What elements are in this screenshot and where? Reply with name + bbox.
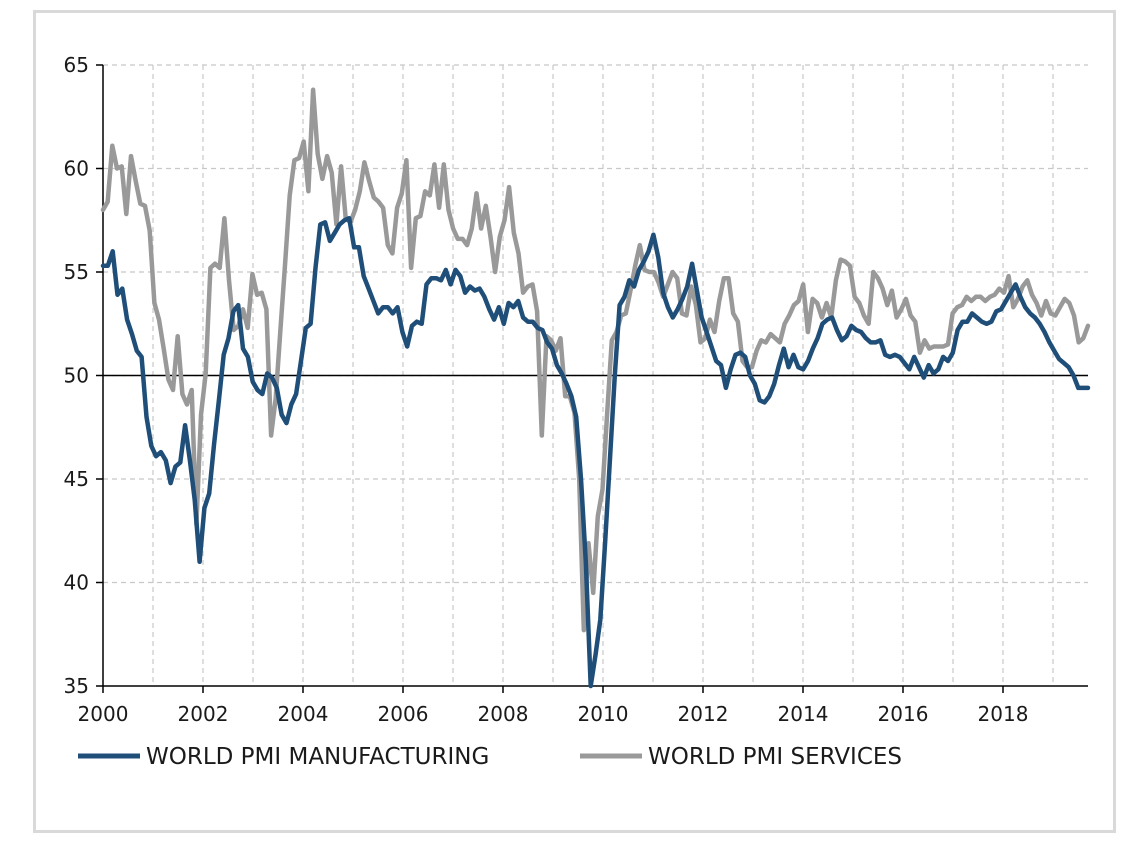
x-tick-label-2012: 2012 bbox=[678, 702, 729, 726]
y-tick-label-60: 60 bbox=[64, 157, 89, 181]
y-tick-label-50: 50 bbox=[64, 364, 89, 388]
legend: WORLD PMI MANUFACTURING WORLD PMI SERVIC… bbox=[78, 744, 902, 770]
legend-label-services: WORLD PMI SERVICES bbox=[648, 744, 902, 770]
x-tick-label-2018: 2018 bbox=[978, 702, 1029, 726]
series-line-services bbox=[100, 87, 1091, 633]
x-tick-label-2016: 2016 bbox=[878, 702, 929, 726]
y-tick-label-65: 65 bbox=[64, 53, 89, 77]
series-lines bbox=[100, 87, 1091, 689]
x-tick-label-2006: 2006 bbox=[378, 702, 429, 726]
x-tick-label-2002: 2002 bbox=[178, 702, 229, 726]
y-axis-ticks: 35 40 45 50 55 60 65 bbox=[64, 53, 103, 698]
legend-label-manufacturing: WORLD PMI MANUFACTURING bbox=[146, 744, 489, 770]
x-axis-ticks: 2000 2002 2004 2006 2008 2010 2012 2014 2016 2018 bbox=[78, 686, 1029, 726]
x-tick-label-2010: 2010 bbox=[578, 702, 629, 726]
y-tick-label-40: 40 bbox=[64, 571, 89, 595]
x-tick-label-2008: 2008 bbox=[478, 702, 529, 726]
x-tick-label-2000: 2000 bbox=[78, 702, 129, 726]
y-tick-label-35: 35 bbox=[64, 674, 89, 698]
y-tick-label-45: 45 bbox=[64, 467, 89, 491]
y-tick-label-55: 55 bbox=[64, 260, 89, 284]
series-line-manufacturing bbox=[100, 215, 1091, 689]
x-tick-label-2004: 2004 bbox=[278, 702, 329, 726]
x-tick-label-2014: 2014 bbox=[778, 702, 829, 726]
